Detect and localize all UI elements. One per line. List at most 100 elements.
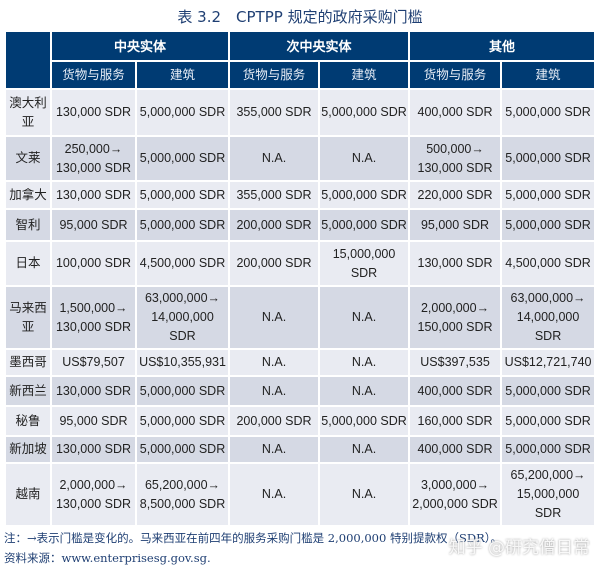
table-row: 澳大利亚 130,000 SDR 5,000,000 SDR 355,000 SDR 5…: [4, 88, 597, 137]
threshold-cell: 400,000 SDR: [408, 88, 503, 137]
threshold-cell: 65,200,000→ 8,500,000 SDR: [134, 462, 231, 527]
threshold-cell: 95,000 SDR: [50, 208, 137, 242]
threshold-cell: 220,000 SDR: [408, 180, 503, 210]
threshold-cell: 95,000 SDR: [408, 208, 503, 242]
country-cell: 墨西哥: [4, 348, 52, 377]
country-cell: 新加坡: [4, 435, 52, 464]
threshold-cell: N.A.: [228, 375, 321, 407]
threshold-cell: 100,000 SDR: [50, 240, 137, 287]
threshold-cell: US$397,535: [408, 348, 503, 377]
country-cell: 澳大利亚: [4, 88, 52, 137]
group-header: 中央实体: [49, 30, 231, 62]
threshold-cell: 15,000,000 SDR: [318, 240, 411, 287]
threshold-cell: 5,000,000 SDR: [500, 88, 597, 137]
threshold-cell: 5,000,000 SDR: [134, 208, 231, 242]
source-note: 资料来源：www.enterprisesg.gov.sg.: [4, 551, 211, 565]
threshold-cell: 130,000 SDR: [50, 435, 137, 464]
threshold-cell: N.A.: [228, 285, 321, 350]
threshold-cell: 5,000,000 SDR: [318, 405, 411, 437]
threshold-cell: 63,000,000→ 14,000,000 SDR: [134, 285, 231, 350]
table-row: 秘鲁 95,000 SDR 5,000,000 SDR 200,000 SDR 5,00…: [4, 405, 597, 437]
table-row: 加拿大 130,000 SDR 5,000,000 SDR 355,000 SDR 5,…: [4, 180, 597, 210]
threshold-cell: 5,000,000 SDR: [500, 435, 597, 464]
threshold-cell: 130,000 SDR: [50, 375, 137, 407]
threshold-cell: 5,000,000 SDR: [500, 208, 597, 242]
threshold-cell: 5,000,000 SDR: [134, 435, 231, 464]
threshold-cell: 63,000,000→ 14,000,000 SDR: [500, 285, 597, 350]
threshold-cell: N.A.: [318, 135, 411, 182]
group-header: 其他: [408, 30, 597, 62]
table-row: 文莱 250,000→ 130,000 SDR 5,000,000 SDR N.A. N…: [4, 135, 597, 182]
threshold-cell: 5,000,000 SDR: [318, 208, 411, 242]
sub-header: 货物与服务: [50, 60, 137, 90]
country-cell: 新西兰: [4, 375, 52, 407]
threshold-cell: 5,000,000 SDR: [318, 180, 411, 210]
threshold-cell: 130,000 SDR: [50, 180, 137, 210]
threshold-cell: 5,000,000 SDR: [500, 135, 597, 182]
sub-header: 货物与服务: [228, 60, 321, 90]
threshold-cell: 200,000 SDR: [228, 405, 321, 437]
footnote: 注：→表示门槛是变化的。马来西亚在前四年的服务采购门槛是 2,000,000 特…: [4, 531, 502, 545]
threshold-cell: N.A.: [318, 462, 411, 527]
threshold-cell: 200,000 SDR: [228, 208, 321, 242]
threshold-cell: 130,000 SDR: [50, 88, 137, 137]
threshold-cell: US$12,721,740: [500, 348, 597, 377]
threshold-cell: US$10,355,931: [134, 348, 231, 377]
threshold-cell: 95,000 SDR: [50, 405, 137, 437]
country-cell: 日本: [4, 240, 52, 287]
sub-header: 建筑: [318, 60, 411, 90]
threshold-cell: N.A.: [228, 348, 321, 377]
threshold-cell: 1,500,000→ 130,000 SDR: [50, 285, 137, 350]
threshold-cell: N.A.: [318, 348, 411, 377]
sub-header: 建筑: [500, 60, 597, 90]
threshold-cell: 65,200,000→ 15,000,000 SDR: [500, 462, 597, 527]
threshold-cell: 4,500,000 SDR: [134, 240, 231, 287]
threshold-cell: 5,000,000 SDR: [134, 135, 231, 182]
threshold-cell: 3,000,000→ 2,000,000 SDR: [408, 462, 503, 527]
threshold-cell: 160,000 SDR: [408, 405, 503, 437]
threshold-cell: 355,000 SDR: [228, 88, 321, 137]
table-row: 新加坡 130,000 SDR 5,000,000 SDR N.A. N.A. 400,0…: [4, 435, 597, 464]
watermark: 知乎 @研究僧日常: [448, 538, 590, 558]
table-row: 智利 95,000 SDR 5,000,000 SDR 200,000 SDR 5,00…: [4, 208, 597, 242]
sub-header: 建筑: [134, 60, 231, 90]
corner-cell: [4, 30, 52, 90]
threshold-cell: 2,000,000→ 130,000 SDR: [50, 462, 137, 527]
threshold-cell: 355,000 SDR: [228, 180, 321, 210]
threshold-cell: US$79,507: [50, 348, 137, 377]
threshold-cell: N.A.: [228, 135, 321, 182]
threshold-cell: 200,000 SDR: [228, 240, 321, 287]
threshold-cell: N.A.: [318, 285, 411, 350]
threshold-cell: 4,500,000 SDR: [500, 240, 597, 287]
threshold-cell: N.A.: [228, 435, 321, 464]
threshold-cell: 5,000,000 SDR: [134, 180, 231, 210]
threshold-cell: N.A.: [228, 462, 321, 527]
threshold-cell: 130,000 SDR: [408, 240, 503, 287]
table-row: 马来西亚 1,500,000→ 130,000 SDR 63,000,000→ 14…: [4, 285, 597, 350]
threshold-cell: 5,000,000 SDR: [500, 375, 597, 407]
table-row: 墨西哥 US$79,507 US$10,355,931 N.A. N.A. US$397,…: [4, 348, 597, 377]
table-row: 越南 2,000,000→ 130,000 SDR 65,200,000→ 8,50…: [4, 462, 597, 527]
group-header: 次中央实体: [228, 30, 411, 62]
sub-header: 货物与服务: [408, 60, 503, 90]
threshold-cell: 2,000,000→ 150,000 SDR: [408, 285, 503, 350]
threshold-cell: 400,000 SDR: [408, 435, 503, 464]
threshold-cell: 250,000→ 130,000 SDR: [50, 135, 137, 182]
country-cell: 马来西亚: [4, 285, 52, 350]
threshold-cell: 5,000,000 SDR: [134, 405, 231, 437]
threshold-cell: 5,000,000 SDR: [134, 375, 231, 407]
threshold-cell: 5,000,000 SDR: [500, 180, 597, 210]
table-title: 表 3.2 CPTPP 规定的政府采购门槛: [177, 8, 423, 26]
threshold-cell: N.A.: [318, 375, 411, 407]
threshold-cell: 400,000 SDR: [408, 375, 503, 407]
country-cell: 加拿大: [4, 180, 52, 210]
country-cell: 智利: [4, 208, 52, 242]
threshold-cell: 500,000→ 130,000 SDR: [408, 135, 503, 182]
threshold-cell: 5,000,000 SDR: [318, 88, 411, 137]
table-row: 日本 100,000 SDR 4,500,000 SDR 200,000 SDR 15,…: [4, 240, 597, 287]
threshold-cell: 5,000,000 SDR: [500, 405, 597, 437]
procurement-threshold-table: 中央实体 次中央实体 其他 货物与服务 建筑 货物与服务 建筑 货物与服务 建筑 澳大利亚…: [4, 30, 597, 527]
country-cell: 文莱: [4, 135, 52, 182]
table-row: 新西兰 130,000 SDR 5,000,000 SDR N.A. N.A. 400,0…: [4, 375, 597, 407]
country-cell: 秘鲁: [4, 405, 52, 437]
